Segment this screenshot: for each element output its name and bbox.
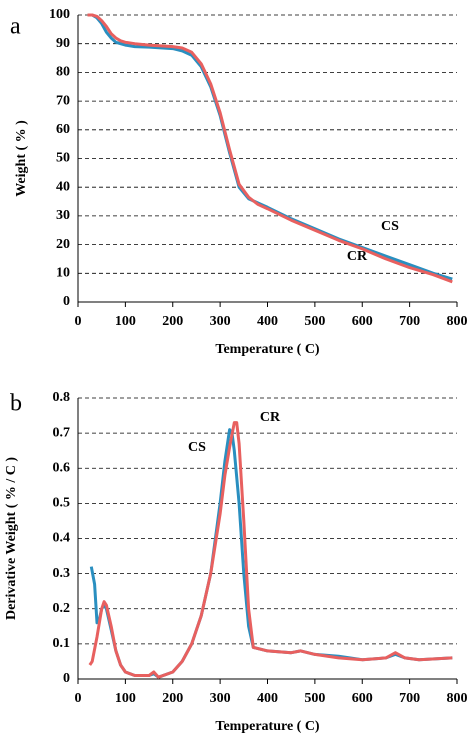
y-tick-label: 0 xyxy=(63,294,70,309)
y-tick-label: 0.4 xyxy=(53,531,71,546)
x-tick-label: 300 xyxy=(210,691,231,706)
annotation: CR xyxy=(260,410,281,425)
y-tick-label: 0.5 xyxy=(53,496,71,511)
x-tick-label: 500 xyxy=(304,314,325,329)
x-tick-label: 600 xyxy=(352,691,373,706)
y-tick-label: 40 xyxy=(56,179,70,194)
y-tick-label: 0.8 xyxy=(53,390,71,405)
y-tick-label: 0.6 xyxy=(53,460,71,475)
y-axis-label: Weight ( % ) xyxy=(14,120,29,197)
y-tick-label: 80 xyxy=(56,65,70,80)
y-tick-label: 0.2 xyxy=(53,601,71,616)
y-tick-label: 100 xyxy=(49,7,70,22)
x-tick-label: 200 xyxy=(162,691,183,706)
y-tick-label: 50 xyxy=(56,151,70,166)
x-tick-label: 600 xyxy=(352,314,373,329)
panel-label: a xyxy=(10,14,21,40)
y-tick-label: 10 xyxy=(56,266,70,281)
y-tick-label: 0.7 xyxy=(53,425,71,440)
y-tick-label: 70 xyxy=(56,93,70,108)
y-tick-label: 0 xyxy=(63,671,70,686)
x-tick-label: 800 xyxy=(447,314,468,329)
x-tick-label: 200 xyxy=(162,314,183,329)
x-tick-label: 300 xyxy=(210,314,231,329)
x-tick-label: 700 xyxy=(399,314,420,329)
x-tick-label: 400 xyxy=(257,691,278,706)
x-tick-label: 0 xyxy=(75,691,82,706)
y-tick-label: 0.1 xyxy=(53,636,71,651)
x-tick-label: 700 xyxy=(399,691,420,706)
annotation: CS xyxy=(188,440,206,455)
panel-label: b xyxy=(10,391,22,417)
x-tick-label: 0 xyxy=(75,314,82,329)
y-tick-label: 90 xyxy=(56,36,70,51)
x-tick-label: 500 xyxy=(304,691,325,706)
x-tick-label: 100 xyxy=(115,314,136,329)
y-tick-label: 0.3 xyxy=(53,566,71,581)
annotation: CR xyxy=(347,249,368,264)
x-axis-label: Temperature ( C) xyxy=(215,719,320,734)
x-tick-label: 800 xyxy=(447,691,468,706)
x-axis-label: Temperature ( C) xyxy=(215,342,320,357)
x-tick-label: 400 xyxy=(257,314,278,329)
y-tick-label: 20 xyxy=(56,237,70,252)
series-line xyxy=(87,13,453,281)
x-tick-label: 100 xyxy=(115,691,136,706)
y-tick-label: 60 xyxy=(56,122,70,137)
series-line xyxy=(89,428,453,679)
y-tick-label: 30 xyxy=(56,208,70,223)
series-line xyxy=(87,13,453,284)
y-axis-label: Derivative Weight ( % / C ) xyxy=(4,457,19,620)
annotation: CS xyxy=(381,219,399,234)
series-line xyxy=(88,421,453,679)
